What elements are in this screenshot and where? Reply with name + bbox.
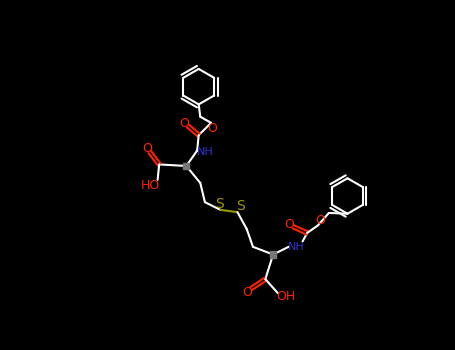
Text: O: O: [179, 117, 189, 130]
Text: NH: NH: [288, 242, 305, 252]
Text: O: O: [315, 214, 325, 227]
Text: O: O: [284, 218, 294, 231]
Text: NH: NH: [197, 147, 213, 157]
Polygon shape: [183, 163, 189, 169]
Text: OH: OH: [276, 289, 295, 303]
Text: HO: HO: [140, 180, 160, 193]
Text: S: S: [215, 197, 224, 211]
Text: O: O: [142, 142, 152, 155]
Text: O: O: [207, 122, 217, 135]
Polygon shape: [270, 251, 276, 258]
Text: O: O: [243, 286, 253, 299]
Text: S: S: [236, 199, 245, 213]
